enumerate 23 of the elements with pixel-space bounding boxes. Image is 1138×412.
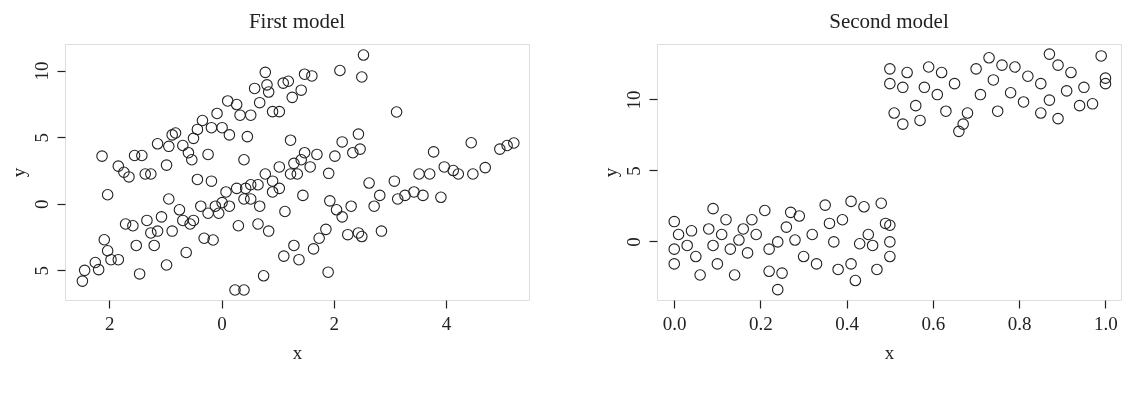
x-tick-label: 2 xyxy=(105,312,115,334)
chart-title: Second model xyxy=(829,9,949,33)
x-tick-label: 4 xyxy=(441,312,452,334)
x-axis-title: x xyxy=(884,341,895,363)
x-tick-label: 0 xyxy=(217,312,227,334)
y-tick-label: 5 xyxy=(30,132,52,143)
y-tick-label: 0 xyxy=(622,237,644,247)
y-tick-label: 10 xyxy=(622,90,644,110)
y-tick-label: 5 xyxy=(30,265,52,276)
y-tick-label: 0 xyxy=(30,199,52,209)
y-axis-title: y xyxy=(599,167,621,178)
x-tick-label: 0.0 xyxy=(662,312,687,334)
x-tick-label: 0.4 xyxy=(835,312,860,334)
x-axis-title: x xyxy=(292,341,303,363)
x-tick-label: 2 xyxy=(329,312,339,334)
chart-title: First model xyxy=(248,9,346,33)
y-axis-title: y xyxy=(7,167,29,178)
x-tick-label: 0.6 xyxy=(921,312,946,334)
x-tick-label: 1.0 xyxy=(1094,312,1118,334)
x-tick-label: 0.2 xyxy=(749,312,773,334)
y-tick-label: 10 xyxy=(30,61,52,81)
x-tick-label: 0.8 xyxy=(1007,312,1032,334)
y-tick-label: 5 xyxy=(622,166,644,176)
